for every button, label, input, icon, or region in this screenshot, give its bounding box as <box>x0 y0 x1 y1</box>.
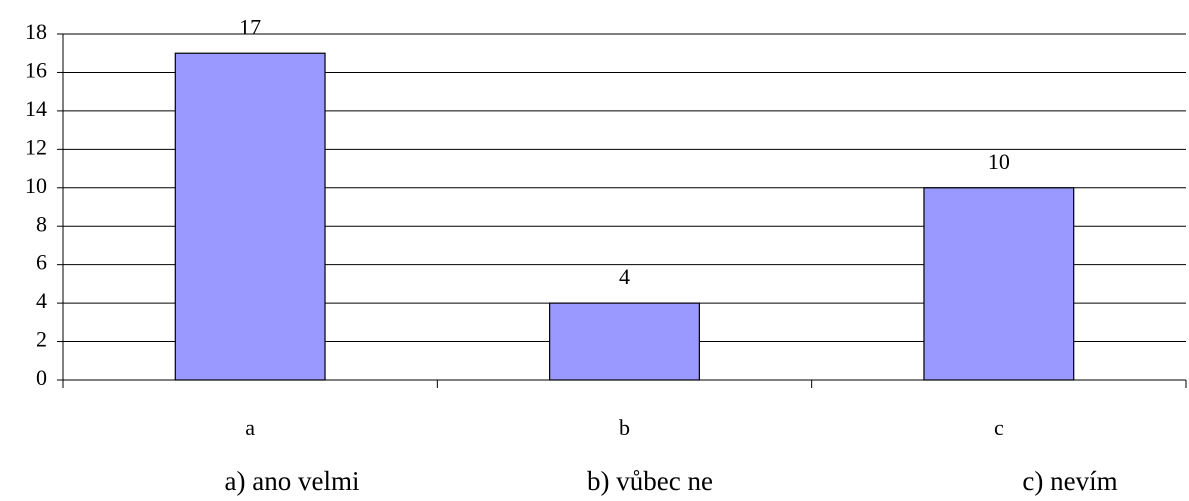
bar <box>549 302 700 381</box>
x-tick-label: c <box>994 415 1004 440</box>
y-tick-label: 6 <box>36 250 47 275</box>
y-tick-label: 14 <box>25 96 47 121</box>
y-tick-label: 2 <box>36 327 47 352</box>
bar <box>923 187 1075 381</box>
y-tick-label: 12 <box>25 134 47 159</box>
y-tick-label: 10 <box>25 173 47 198</box>
category-note: a) ano velmi <box>225 466 360 496</box>
category-note: c) nevím <box>1022 466 1117 496</box>
data-label: 4 <box>619 264 630 289</box>
category-note: b) vůbec ne <box>587 466 713 496</box>
y-tick-label: 8 <box>36 211 47 236</box>
y-tick-label: 0 <box>36 365 47 390</box>
x-tick-label: a <box>245 415 255 440</box>
data-label: 10 <box>988 149 1010 174</box>
bar <box>174 52 326 381</box>
data-label: 17 <box>239 14 261 39</box>
y-tick-label: 18 <box>25 19 47 44</box>
y-tick-label: 16 <box>25 57 47 82</box>
x-tick-label: b <box>619 415 630 440</box>
y-tick-label: 4 <box>36 288 47 313</box>
